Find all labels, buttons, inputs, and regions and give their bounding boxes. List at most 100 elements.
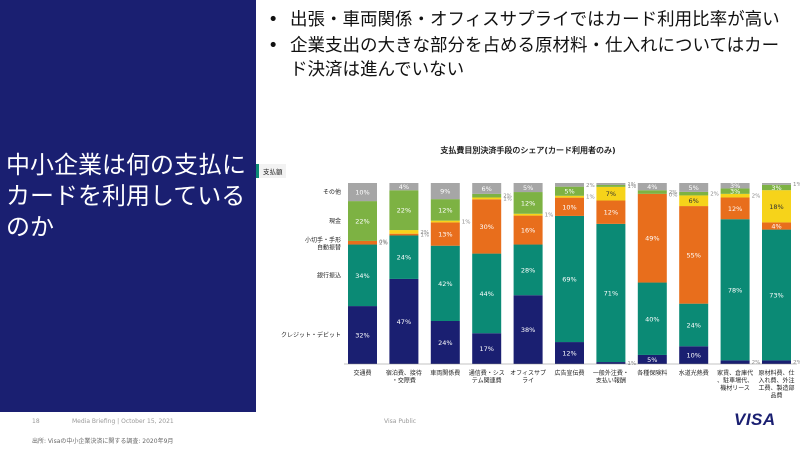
bar-segment <box>555 186 584 196</box>
legend-label: 小切手・手形 <box>305 236 341 244</box>
data-label: 24% <box>397 254 411 262</box>
data-label: 22% <box>355 218 369 226</box>
data-label: 28% <box>521 266 535 274</box>
bar-segment <box>389 183 419 191</box>
bar-segment <box>762 229 791 361</box>
visa-logo: VISA <box>734 410 776 429</box>
bar-segment <box>430 183 460 200</box>
bar-segment <box>679 346 709 364</box>
data-label: 1% <box>503 196 512 202</box>
data-label: 1% <box>627 184 636 190</box>
bar-segment <box>679 206 709 304</box>
data-label: 3% <box>771 184 781 192</box>
data-label: 32% <box>355 332 369 340</box>
legend-label: クレジット・デビット <box>281 331 341 339</box>
bar-segment <box>389 233 419 236</box>
data-label: 47% <box>397 318 411 326</box>
category-label: オフィスサプライ <box>510 370 546 385</box>
tag-box <box>256 164 286 178</box>
data-label: 1% <box>627 182 636 188</box>
legend-label: 銀行振込 <box>317 271 341 279</box>
bar-segment <box>389 235 419 279</box>
data-label: 3% <box>730 182 740 190</box>
data-label: 4% <box>647 183 657 191</box>
bar-segment <box>720 219 750 361</box>
category-label: 車両関係費 <box>430 369 460 377</box>
bar-segment <box>555 195 584 198</box>
data-label: 73% <box>769 292 783 300</box>
bar-segment <box>596 223 626 363</box>
bar-segment <box>596 184 626 187</box>
data-label: 71% <box>604 289 618 297</box>
bar-segment <box>720 360 750 364</box>
bar-segment <box>513 215 543 245</box>
bar-segment <box>555 342 584 364</box>
data-label: 2% <box>420 230 429 236</box>
category-label: 通信費・システム関連費 <box>469 369 505 385</box>
data-label: 2% <box>379 241 388 247</box>
bar-segment <box>555 197 584 216</box>
data-label: 5% <box>523 184 533 192</box>
data-label: 17% <box>479 345 493 353</box>
bullet-item: • 企業支出の大きな部分を占める原材料・仕入れについてはカード決済は進んでいない <box>268 34 793 82</box>
data-label: 0% <box>379 239 388 245</box>
bar-segment <box>472 253 502 334</box>
data-label: 4% <box>771 223 781 231</box>
category-label: 原材料費、仕入れ費、外注工費、製造部品費 <box>758 369 794 400</box>
bar-segment <box>720 188 750 194</box>
chart-marks: クレジット・デビット銀行振込自動振替小切手・手形現金その他32%34%2%0%2… <box>281 182 800 400</box>
left-title-panel: 中小企業は何の支払にカードを利用しているのか <box>0 0 256 412</box>
bar-segment <box>513 213 543 216</box>
data-label: 18% <box>769 203 783 211</box>
bar-segment <box>637 282 667 355</box>
data-label: 6% <box>482 185 492 193</box>
bar-segment <box>637 183 667 191</box>
data-label: 78% <box>728 286 742 294</box>
bar-segment <box>430 320 460 364</box>
data-label: 22% <box>397 207 411 215</box>
chart-title: 支払費目別決済手段のシェア(カード利用者のみ) <box>439 145 615 155</box>
data-label: 12% <box>562 350 576 358</box>
bar-segment <box>637 193 667 283</box>
bar-segment <box>430 222 460 246</box>
category-label: 水道光熱費 <box>679 369 709 377</box>
tag-accent <box>256 164 259 178</box>
data-label: 3% <box>730 188 740 196</box>
data-label: 10% <box>686 352 700 360</box>
data-label: 16% <box>521 227 535 235</box>
bullet-icon: • <box>268 10 279 30</box>
data-label: 5% <box>564 188 574 196</box>
data-label: 24% <box>438 339 452 347</box>
bar-segment <box>596 362 626 364</box>
bar-segment <box>430 220 460 223</box>
data-label: 7% <box>606 190 616 198</box>
bullet-icon: • <box>268 36 279 56</box>
data-label: 1% <box>462 220 471 226</box>
category-label: 交通費 <box>353 369 371 377</box>
bar-segment <box>513 244 543 296</box>
bar-segment <box>637 190 667 194</box>
data-label: 69% <box>562 275 576 283</box>
category-label: 家賃、倉庫代、駐車場代、機材リース <box>717 369 753 392</box>
data-label: 5% <box>689 184 699 192</box>
data-label: 1% <box>420 233 429 239</box>
briefing-label: Media Briefing | October 15, 2021 <box>72 418 174 425</box>
data-label: 49% <box>645 235 659 243</box>
key-findings-list: • 出張・車両関係・オフィスサプライではカード利用比率が高い • 企業支出の大きな部… <box>268 8 793 82</box>
bullet-text: 企業支出の大きな部分を占める原材料・仕入れについてはカード決済は進んでいない <box>290 36 780 80</box>
category-label: 広告宣伝費 <box>554 369 584 377</box>
legend-label: 自動振替 <box>317 244 341 252</box>
data-label: 2% <box>752 194 761 200</box>
data-label: 44% <box>479 290 493 298</box>
bar-segment <box>720 183 750 189</box>
category-label: 一般外注費・支払い報酬 <box>593 369 629 385</box>
legend-label: 現金 <box>329 217 341 225</box>
bar-segment <box>762 183 791 185</box>
bar-segment <box>596 183 626 185</box>
data-label: 10% <box>355 189 369 197</box>
data-label: 2% <box>669 190 678 196</box>
category-label: 各種保険料 <box>637 369 667 377</box>
chart-tag: 支払額 <box>263 167 283 176</box>
data-label: 30% <box>479 223 493 231</box>
data-label: 42% <box>438 280 452 288</box>
